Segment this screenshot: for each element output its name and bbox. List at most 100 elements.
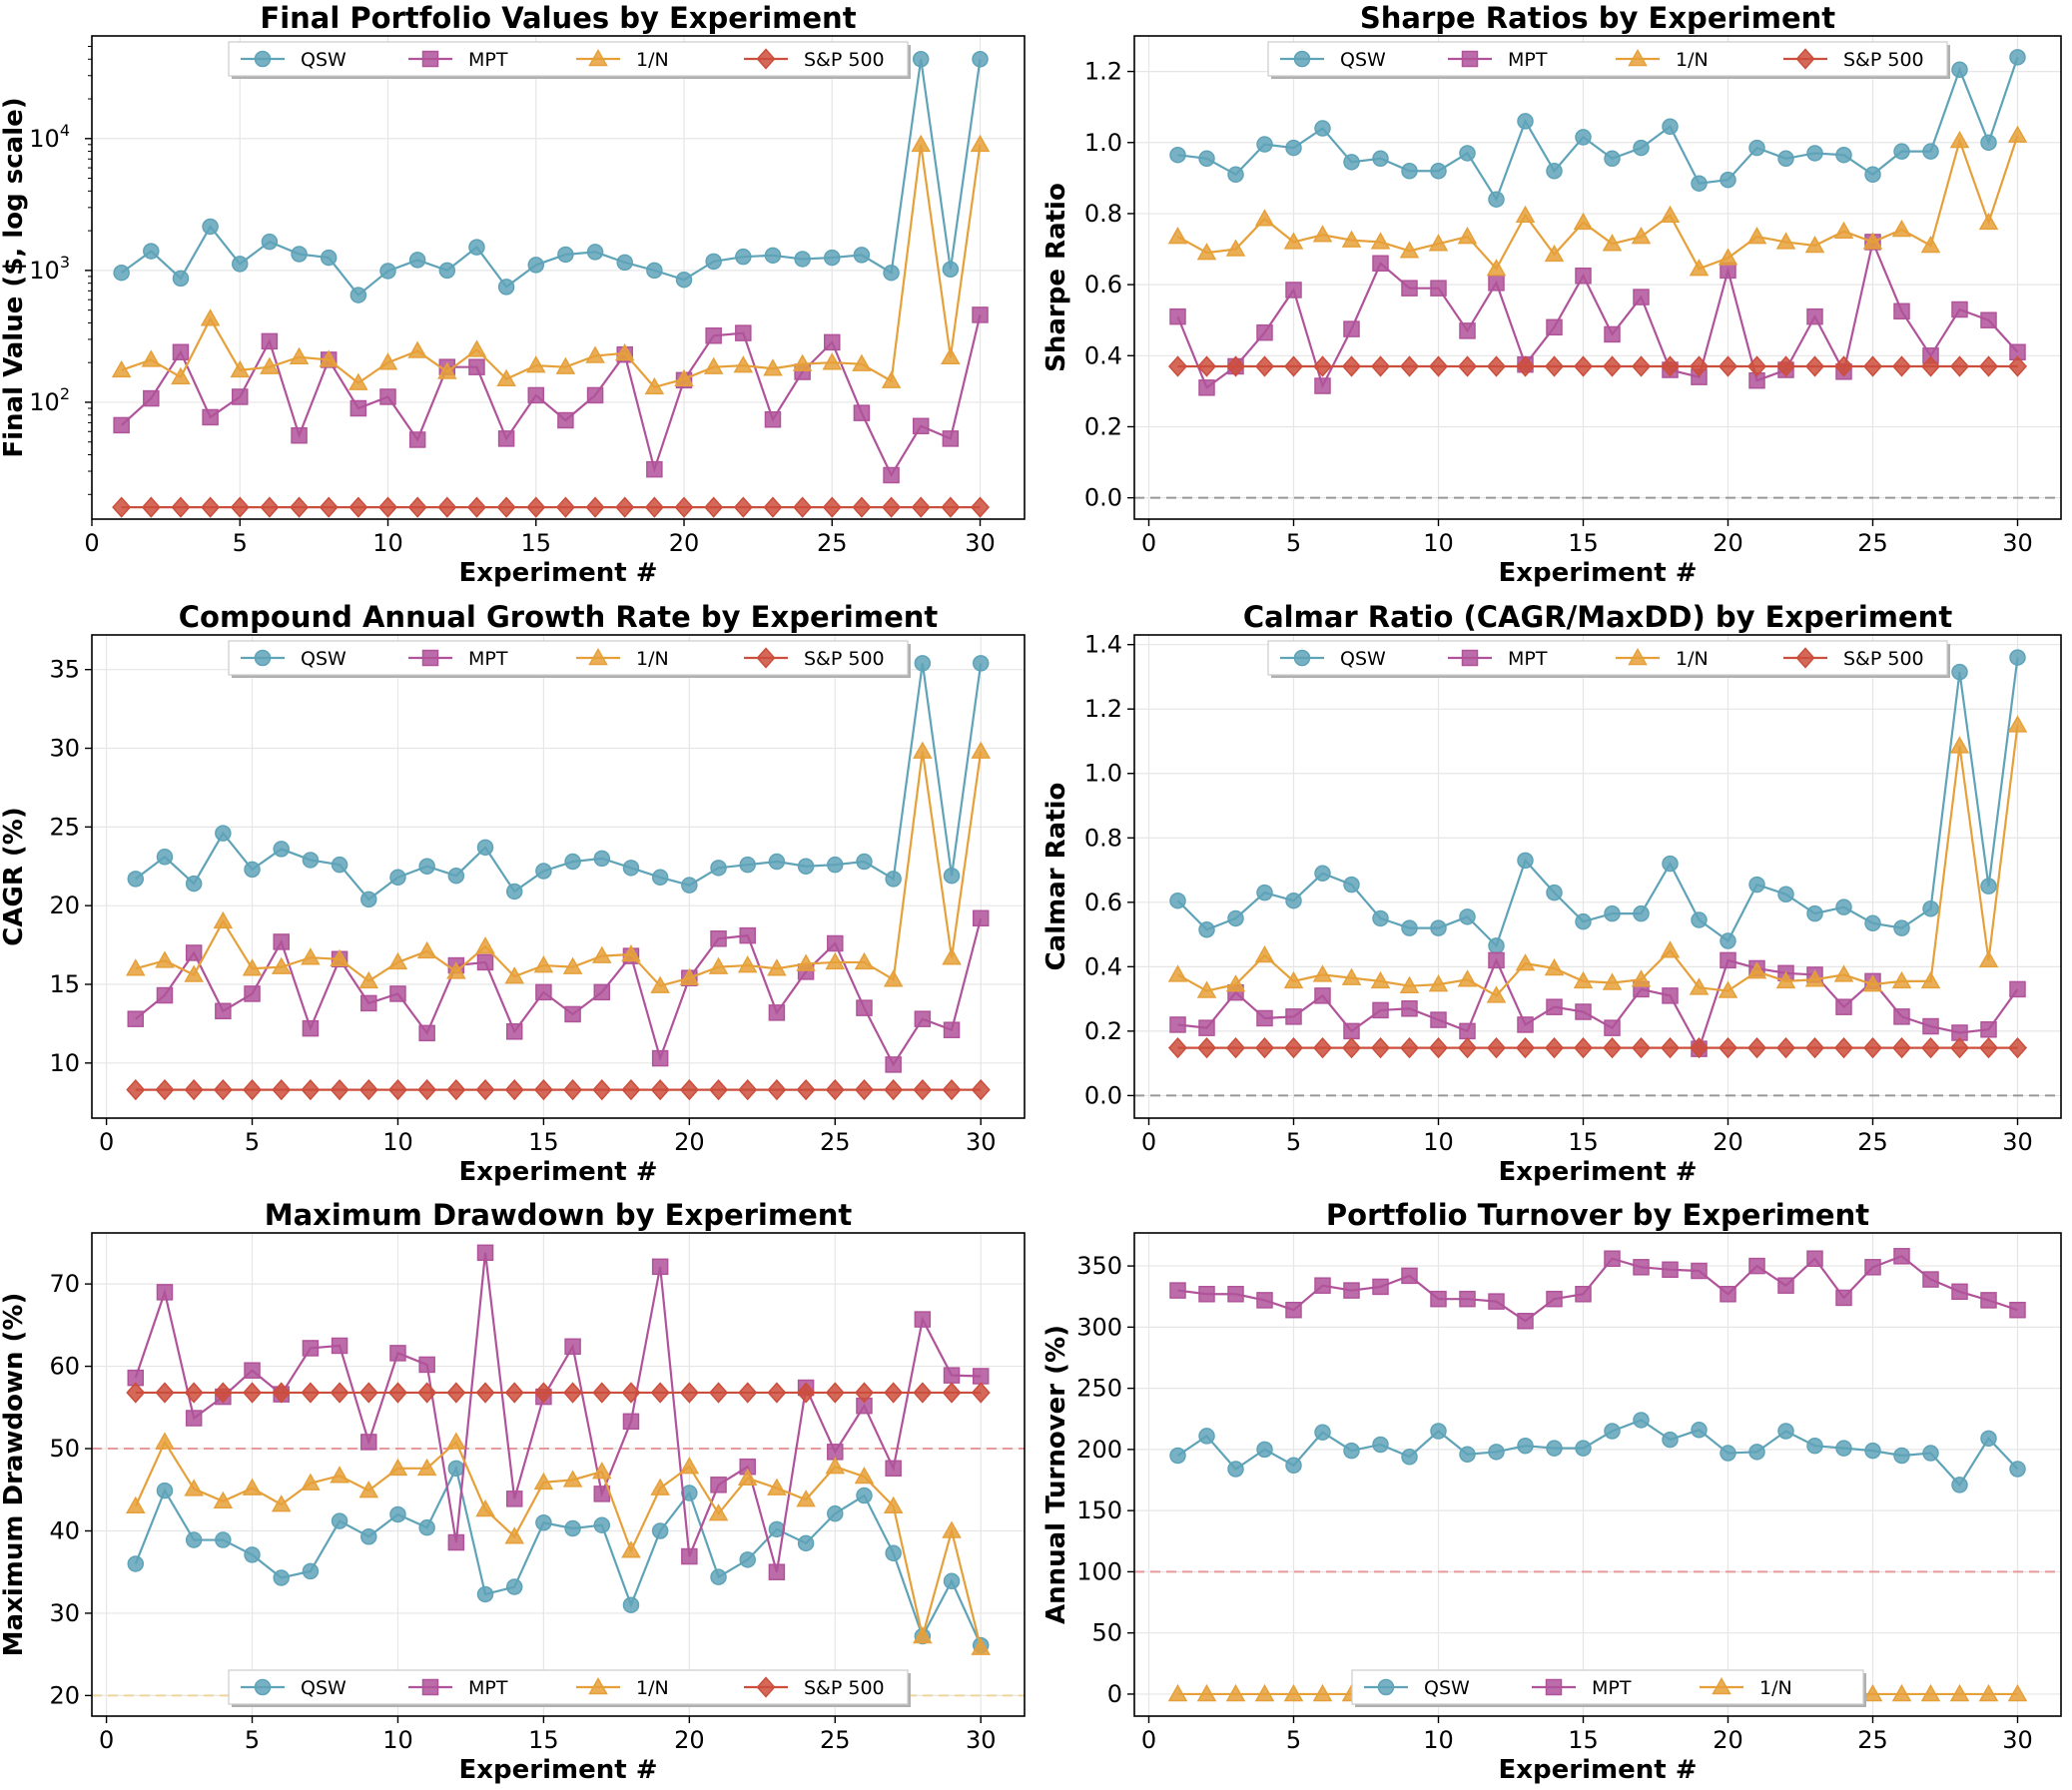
legend-entry: MPT (1592, 1677, 1632, 1699)
legend: QSW MPT 1/N S&P 500 (1267, 41, 1950, 79)
data-point (883, 466, 900, 484)
data-point (616, 345, 633, 363)
data-point (156, 849, 174, 866)
data-point (822, 352, 843, 370)
legend-entry: QSW (1340, 49, 1386, 71)
legend-entry: 1/N (636, 1677, 669, 1699)
data-point (446, 1382, 466, 1404)
axes-frame (1133, 634, 2062, 1119)
data-point (1198, 920, 1215, 938)
data-point (1949, 355, 1970, 377)
data-point (243, 1078, 263, 1101)
data-point (1225, 1683, 1246, 1702)
data-point (1720, 932, 1736, 949)
data-point (885, 1544, 902, 1561)
data-point (407, 496, 427, 518)
data-point (244, 985, 261, 1002)
data-point (679, 1457, 700, 1475)
data-point (505, 883, 523, 900)
gridlines (92, 635, 1025, 1118)
y-tick-label: 40 (49, 1516, 80, 1544)
data-point (856, 999, 873, 1016)
data-point (1978, 949, 1999, 968)
data-point (593, 1516, 611, 1533)
data-point (824, 249, 841, 267)
data-point (476, 1244, 494, 1262)
series-mpt (127, 909, 990, 1073)
y-tick-label: 0.6 (1084, 889, 1122, 916)
data-point (244, 861, 261, 879)
data-point (911, 496, 931, 518)
data-point (1546, 998, 1563, 1015)
data-point (1196, 980, 1217, 998)
data-point (349, 287, 367, 303)
legend-entry: 1/N (636, 49, 669, 71)
series-line (135, 751, 983, 987)
y-tick-label: 200 (1076, 1436, 1122, 1464)
data-point (437, 361, 457, 379)
data-point (646, 460, 663, 478)
data-point (1631, 355, 1652, 377)
legend-entry: S&P 500 (1843, 648, 1924, 670)
x-tick-label: 10 (382, 1128, 413, 1156)
data-point (1341, 1683, 1362, 1702)
y-tick-label: 0.0 (1084, 1081, 1122, 1109)
data-point (1920, 1683, 1941, 1702)
data-point (1777, 1423, 1794, 1440)
x-tick-label: 25 (1857, 1726, 1888, 1754)
data-point (1167, 964, 1188, 982)
data-point (854, 1382, 874, 1404)
legend-entry: MPT (468, 49, 508, 71)
data-point (705, 253, 722, 271)
data-point (215, 825, 232, 842)
data-point (797, 1534, 815, 1552)
data-point (1517, 1312, 1534, 1330)
data-point (447, 1533, 465, 1551)
data-point (438, 358, 456, 375)
data-point (1546, 884, 1563, 901)
y-axis-label: Sharpe Ratio (1041, 183, 1071, 372)
data-point (1748, 139, 1765, 157)
data-point (301, 1382, 321, 1404)
data-point (141, 349, 162, 367)
data-point (1691, 368, 1708, 385)
data-point (535, 1388, 552, 1406)
x-tick-label: 10 (1423, 1128, 1454, 1156)
data-point (1341, 1037, 1362, 1059)
data-point (2009, 1461, 2026, 1478)
data-point (156, 986, 174, 1004)
data-point (622, 1596, 640, 1613)
data-point (468, 358, 485, 375)
data-point (447, 1460, 465, 1478)
legend-entry: 1/N (1676, 648, 1709, 670)
data-point (1891, 219, 1912, 238)
data-point (111, 359, 132, 378)
data-point (1515, 953, 1536, 971)
data-point (914, 1311, 932, 1328)
x-tick-label: 5 (245, 1726, 260, 1754)
data-point (1198, 1286, 1215, 1303)
data-point (533, 1472, 554, 1491)
data-point (1720, 1445, 1736, 1462)
data-point (1254, 209, 1275, 227)
data-point (1951, 663, 1968, 681)
x-tick-label: 30 (2002, 1726, 2033, 1754)
data-point (1575, 267, 1592, 285)
data-point (215, 1531, 232, 1548)
data-point (475, 936, 495, 954)
data-point (1949, 1037, 1970, 1059)
legend-box (1267, 41, 1948, 77)
axes-frame (91, 634, 1026, 1119)
data-point (1951, 1283, 1968, 1301)
gridlines (1134, 635, 2061, 1118)
data-point (1515, 1037, 1536, 1059)
data-point (971, 741, 992, 759)
data-point (172, 270, 190, 288)
data-point (737, 1468, 758, 1486)
data-point (1517, 113, 1534, 130)
data-point (260, 496, 280, 518)
data-point (1314, 987, 1331, 1004)
gridlines (91, 36, 1025, 519)
data-point (586, 244, 604, 261)
legend-entry: MPT (468, 648, 508, 670)
